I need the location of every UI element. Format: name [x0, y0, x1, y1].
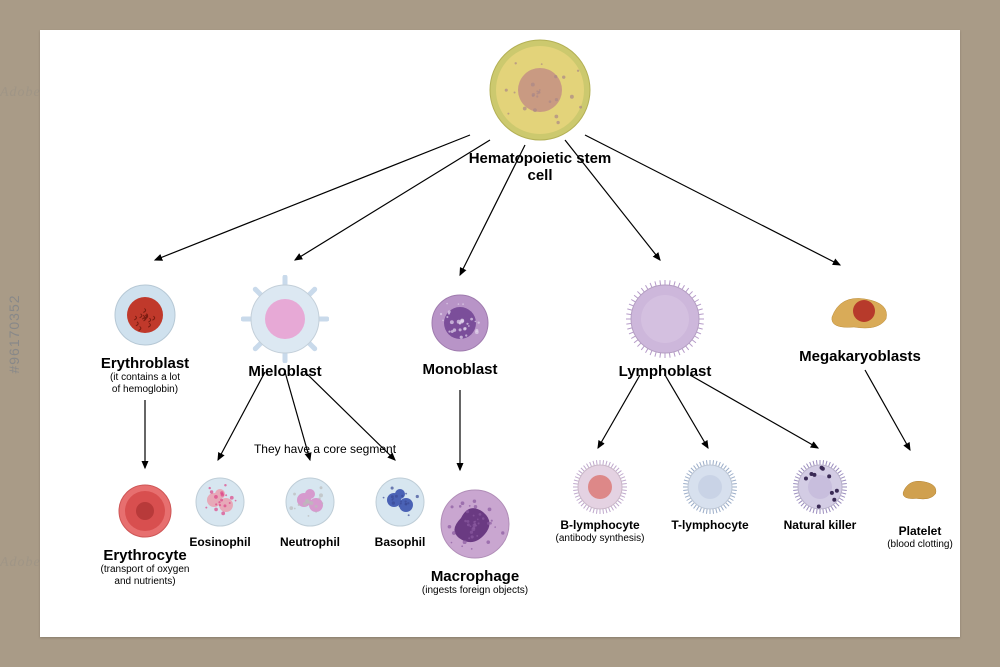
node-label: T-lymphocyte: [655, 519, 765, 533]
node-neutrophil: Neutrophil: [265, 468, 355, 550]
node-lymphoblast: Lymphoblast: [590, 275, 740, 380]
node-mieloblast: Mieloblast: [215, 275, 355, 380]
node-label: Mieloblast: [215, 363, 355, 380]
node-macrophage: Macrophage(ingests foreign objects): [395, 480, 555, 597]
node-erythroblast: Erythroblast(it contains a lotof hemoglo…: [70, 275, 220, 396]
node-platelet: Platelet(blood clotting): [870, 455, 970, 551]
node-sublabel: (ingests foreign objects): [395, 585, 555, 597]
node-label: Hematopoietic stem cell: [460, 150, 620, 185]
node-monoblast: Monoblast: [395, 285, 525, 378]
cell-icon: [780, 278, 940, 348]
node-label: Natural killer: [765, 519, 875, 533]
node-label: Erythroblast: [70, 355, 220, 372]
cell-icon: [215, 275, 355, 363]
node-label: Eosinophil: [175, 536, 265, 550]
watermark-id: #96170352: [6, 294, 22, 373]
cell-icon: [395, 480, 555, 568]
cell-icon: [870, 455, 970, 525]
node-sublabel: (transport of oxygenand nutrients): [70, 564, 220, 588]
node-blymph: B-lymphocyte(antibody synthesis): [545, 455, 655, 545]
cell-icon: [395, 285, 525, 361]
cell-icon: [655, 455, 765, 519]
node-label: Megakaryoblasts: [780, 348, 940, 365]
node-megakaryo: Megakaryoblasts: [780, 278, 940, 365]
node-label: Macrophage: [395, 568, 555, 585]
node-stem: Hematopoietic stem cell: [460, 30, 620, 185]
cell-icon: [70, 275, 220, 355]
node-eosinophil: Eosinophil: [175, 468, 265, 550]
node-sublabel: (blood clotting): [870, 539, 970, 551]
node-label: B-lymphocyte: [545, 519, 655, 533]
cell-icon: [265, 468, 355, 536]
cell-icon: [765, 455, 875, 519]
node-label: Neutrophil: [265, 536, 355, 550]
cell-icon: [545, 455, 655, 519]
diagram-panel: Hematopoietic stem cell Erythroblast(it c…: [40, 30, 960, 637]
node-tlymph: T-lymphocyte: [655, 455, 765, 533]
node-label: Monoblast: [395, 361, 525, 378]
node-label: Platelet: [870, 525, 970, 539]
mielo-note: They have a core segment: [215, 442, 435, 456]
node-label: Lymphoblast: [590, 363, 740, 380]
cell-icon: [175, 468, 265, 536]
node-nk: Natural killer: [765, 455, 875, 533]
cell-icon: [590, 275, 740, 363]
node-sublabel: (antibody synthesis): [545, 533, 655, 545]
cell-icon: [460, 30, 620, 150]
node-sublabel: (it contains a lotof hemoglobin): [70, 372, 220, 396]
